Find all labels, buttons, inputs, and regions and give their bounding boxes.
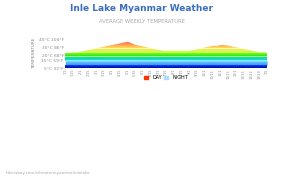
Text: Inle Lake Myanmar Weather: Inle Lake Myanmar Weather <box>70 4 214 13</box>
Text: AVERAGE WEEKLY TEMPERATURE: AVERAGE WEEKLY TEMPERATURE <box>99 19 185 24</box>
Legend: DAY, NIGHT: DAY, NIGHT <box>143 73 190 82</box>
Text: hikersbay.com/climate/myanmar/inlelake: hikersbay.com/climate/myanmar/inlelake <box>6 171 90 175</box>
Y-axis label: TEMPERATURE: TEMPERATURE <box>32 37 36 69</box>
